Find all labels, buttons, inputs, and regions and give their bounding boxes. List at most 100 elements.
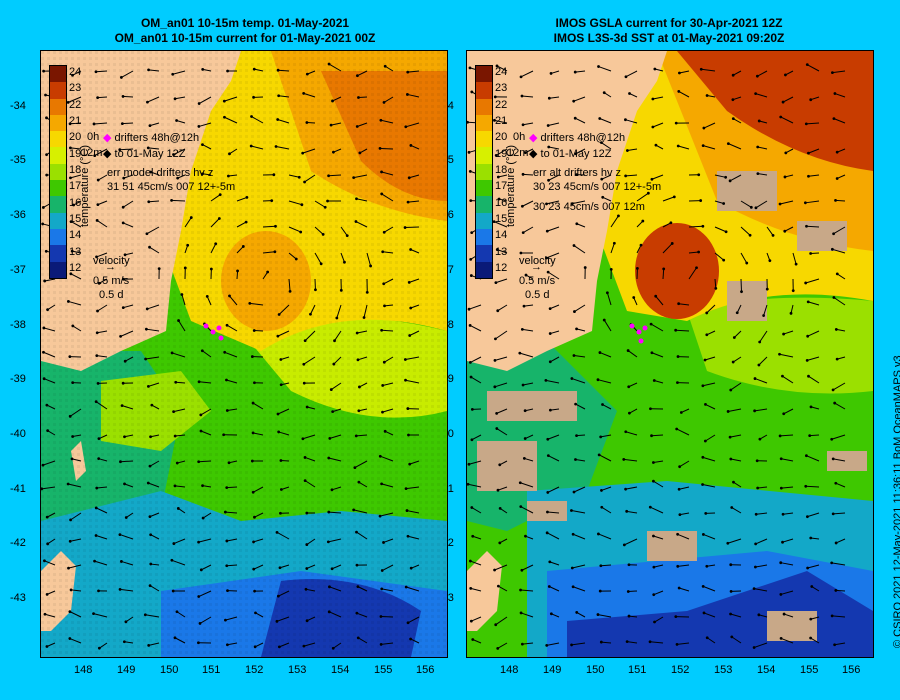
current-arrow bbox=[601, 174, 612, 180]
current-arrow-head bbox=[305, 72, 309, 76]
current-arrow bbox=[701, 68, 716, 72]
colorbar-swatch bbox=[50, 228, 66, 246]
current-arrow-head bbox=[223, 510, 227, 514]
current-arrow-head bbox=[43, 612, 47, 616]
temperature-colorbar bbox=[475, 65, 493, 279]
current-arrow-head bbox=[380, 192, 384, 196]
current-arrow-head bbox=[468, 324, 472, 327]
current-arrow bbox=[70, 221, 82, 228]
current-arrow-head bbox=[781, 540, 784, 544]
current-arrow bbox=[676, 642, 690, 645]
current-arrow bbox=[662, 196, 675, 202]
current-arrow-head bbox=[674, 121, 678, 125]
current-arrow bbox=[836, 328, 846, 332]
current-arrow bbox=[329, 611, 342, 618]
current-arrow-head bbox=[601, 403, 604, 406]
current-arrow-head bbox=[403, 358, 407, 361]
current-arrow-head bbox=[326, 199, 329, 203]
current-arrow bbox=[625, 174, 638, 177]
current-arrow-head bbox=[705, 94, 709, 97]
current-arrow-head bbox=[548, 307, 552, 311]
current-arrow bbox=[226, 538, 238, 542]
current-arrow bbox=[610, 243, 615, 254]
current-arrow-head bbox=[321, 233, 325, 236]
current-arrow-head bbox=[170, 558, 174, 562]
current-arrow bbox=[46, 642, 56, 647]
ocean-red-region bbox=[677, 51, 873, 171]
current-arrow-head bbox=[214, 242, 218, 246]
current-arrow-head bbox=[369, 264, 372, 268]
current-arrow bbox=[755, 93, 768, 98]
current-arrow-head bbox=[303, 456, 307, 459]
current-arrow-head bbox=[94, 400, 98, 404]
current-arrow-head bbox=[198, 622, 202, 625]
current-arrow bbox=[470, 356, 482, 363]
current-arrow-head bbox=[648, 640, 652, 644]
current-arrow-head bbox=[624, 487, 628, 491]
current-arrow bbox=[384, 304, 394, 307]
current-arrow bbox=[781, 486, 794, 489]
current-arrow bbox=[758, 356, 768, 366]
current-arrow bbox=[93, 122, 108, 125]
current-arrow bbox=[779, 353, 794, 358]
current-arrow-head bbox=[330, 567, 334, 571]
left-model-map[interactable]: 24 23 22 21 20 19 18 17 16 15 14 13 12 temperature (… bbox=[40, 50, 448, 658]
current-arrow-head bbox=[597, 65, 600, 68]
current-arrow-head bbox=[496, 309, 500, 313]
current-arrow-head bbox=[546, 270, 550, 274]
current-arrow-head bbox=[545, 229, 549, 233]
current-arrow-head bbox=[625, 509, 629, 513]
current-arrow bbox=[383, 538, 394, 543]
current-arrow bbox=[254, 329, 264, 332]
current-arrow-head bbox=[469, 257, 473, 261]
current-arrow bbox=[546, 252, 560, 259]
current-arrow-head bbox=[752, 646, 756, 649]
current-arrow-head bbox=[175, 461, 179, 465]
current-arrow-head bbox=[498, 541, 502, 545]
current-arrow bbox=[148, 69, 160, 72]
credit-text: © CSIRO 2021 12-May-2021 11:36:11 BoM Oc… bbox=[892, 355, 900, 648]
current-arrow-head bbox=[96, 96, 100, 100]
colorbar-swatch bbox=[476, 196, 492, 213]
current-arrow bbox=[97, 200, 108, 206]
current-arrow bbox=[549, 304, 560, 310]
current-arrow-head bbox=[124, 516, 128, 519]
current-arrow bbox=[755, 200, 768, 209]
current-arrow bbox=[357, 586, 368, 592]
current-arrow-head bbox=[549, 612, 553, 616]
current-arrow-head bbox=[757, 363, 761, 367]
legend-err-values-2: 30 23 45cm/s 007 12m bbox=[533, 201, 645, 213]
current-arrow-head bbox=[94, 506, 98, 510]
current-arrow bbox=[650, 506, 664, 514]
current-arrow bbox=[226, 379, 238, 384]
current-arrow-head bbox=[379, 642, 383, 646]
current-arrow-head bbox=[70, 249, 74, 253]
current-arrow-head bbox=[676, 564, 680, 568]
current-arrow-head bbox=[197, 102, 201, 105]
current-arrow bbox=[714, 200, 724, 204]
current-arrow-head bbox=[806, 566, 810, 570]
current-arrow bbox=[808, 148, 820, 154]
current-arrow bbox=[703, 533, 716, 540]
current-arrow bbox=[524, 434, 534, 439]
land-tasmania bbox=[467, 551, 502, 631]
current-arrow bbox=[790, 304, 794, 314]
current-arrow bbox=[353, 509, 368, 514]
current-arrow bbox=[70, 512, 82, 521]
right-satellite-map[interactable]: 24 23 22 21 20 19 18 17 16 15 14 13 12 temperature (… bbox=[466, 50, 874, 658]
current-arrow-head bbox=[493, 95, 497, 99]
current-arrow-head bbox=[574, 402, 578, 406]
current-arrow-head bbox=[276, 68, 280, 72]
current-arrow-head bbox=[358, 385, 361, 389]
current-arrow-head bbox=[757, 613, 761, 617]
current-arrow-head bbox=[299, 230, 303, 234]
lat-tick: -42 bbox=[10, 537, 26, 549]
current-arrow-head bbox=[522, 304, 526, 308]
current-arrow-head bbox=[43, 279, 47, 283]
lon-tick: 155 bbox=[374, 664, 393, 676]
current-arrow-head bbox=[70, 457, 74, 461]
current-arrow-head bbox=[546, 510, 549, 514]
current-arrow-head bbox=[524, 534, 527, 538]
current-arrow-head bbox=[380, 482, 384, 486]
current-arrow bbox=[730, 434, 742, 438]
